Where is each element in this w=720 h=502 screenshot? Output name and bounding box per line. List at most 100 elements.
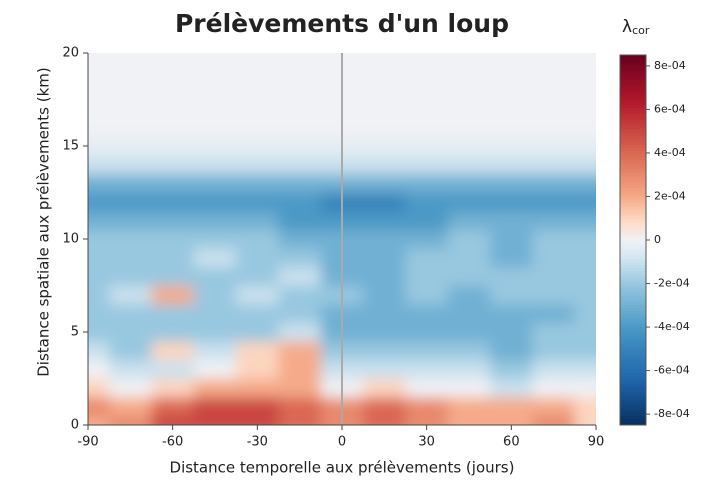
heatmap-cell <box>151 359 195 379</box>
heatmap-cell <box>363 266 406 286</box>
heatmap-cell <box>88 99 110 119</box>
colorbar-segment <box>620 147 646 151</box>
heatmap-cell <box>88 378 110 398</box>
colorbar-segment <box>620 283 646 287</box>
colorbar-segment <box>620 172 646 176</box>
heatmap-cell <box>447 155 491 175</box>
heatmap-cell <box>151 173 195 193</box>
colorbar-segment <box>620 243 646 247</box>
heatmap-cell <box>109 378 152 398</box>
colorbar-segment <box>620 310 646 315</box>
heatmap-cell <box>236 118 279 138</box>
heatmap-cell <box>574 173 596 193</box>
colorbar-segment <box>620 273 646 278</box>
heatmap-cell <box>490 118 533 138</box>
heatmap-cell <box>532 136 576 156</box>
heatmap-cell <box>236 173 279 193</box>
colorbar-segment <box>620 61 646 65</box>
heatmap-cell <box>532 322 576 342</box>
heatmap-cell <box>447 53 491 63</box>
heatmap-cell <box>490 341 533 361</box>
heatmap-cell <box>193 155 237 175</box>
heatmap-cell <box>236 99 279 119</box>
heatmap-cell <box>151 378 195 398</box>
y-tick-label: 0 <box>71 418 79 433</box>
colorbar-tick-label: -4e-04 <box>654 320 690 333</box>
x-tick-label: 90 <box>588 435 605 450</box>
heatmap-cell <box>151 80 195 100</box>
heatmap-cell <box>236 266 279 286</box>
colorbar-segment <box>620 400 646 404</box>
colorbar-segment <box>620 366 646 370</box>
heatmap-cell <box>151 211 195 231</box>
heatmap-cell <box>363 415 406 425</box>
heatmap-cell <box>278 266 322 286</box>
colorbar-segment <box>620 169 646 173</box>
heatmap-cell <box>236 304 279 324</box>
heatmap-cell <box>447 415 491 425</box>
heatmap-cell <box>278 378 322 398</box>
heatmap-cell <box>109 359 152 379</box>
colorbar-segment <box>620 264 646 269</box>
heatmap-cell <box>193 229 237 249</box>
heatmap-cell <box>278 173 322 193</box>
heatmap-cell <box>88 229 110 249</box>
colorbar-segment <box>620 209 646 213</box>
heatmap-cell <box>363 322 406 342</box>
heatmap-cell <box>193 285 237 305</box>
heatmap-cell <box>88 341 110 361</box>
heatmap-cell <box>363 53 406 63</box>
colorbar-segment <box>620 196 646 201</box>
heatmap-cell <box>193 415 237 425</box>
colorbar-segment <box>620 391 646 395</box>
colorbar-segment <box>620 224 646 229</box>
heatmap-cell <box>447 341 491 361</box>
heatmap-cell <box>151 248 195 268</box>
colorbar-segment <box>620 372 646 377</box>
colorbar-segment <box>620 240 646 244</box>
heatmap-cell <box>278 118 322 138</box>
colorbar-segment <box>620 206 646 210</box>
heatmap-cell <box>88 266 110 286</box>
colorbar-symbol: λ <box>622 17 632 37</box>
colorbar-segment <box>620 246 646 250</box>
heatmap-cell <box>447 99 491 119</box>
heatmap-cell <box>363 378 406 398</box>
heatmap-cell <box>363 341 406 361</box>
heatmap-cell <box>532 62 576 82</box>
heatmap-cell <box>574 99 596 119</box>
heatmap-cell <box>490 285 533 305</box>
heatmap-cell <box>447 248 491 268</box>
heatmap-cell <box>278 248 322 268</box>
heatmap-cell <box>236 229 279 249</box>
heatmap-cell <box>88 211 110 231</box>
heatmap-cell <box>278 62 322 82</box>
colorbar-segment <box>620 82 646 87</box>
x-axis-label: Distance temporelle aux prélèvements (jo… <box>170 459 515 477</box>
y-tick-label: 10 <box>62 232 79 247</box>
heatmap-cell <box>405 229 449 249</box>
heatmap-cell <box>193 304 237 324</box>
heatmap-cell <box>574 211 596 231</box>
colorbar-segment <box>620 233 646 238</box>
heatmap-cell <box>88 322 110 342</box>
colorbar-segment <box>620 338 646 343</box>
heatmap-cell <box>151 192 195 212</box>
heatmap-cell <box>278 155 322 175</box>
colorbar-segment <box>620 181 646 185</box>
heatmap-cell <box>151 266 195 286</box>
colorbar-segment <box>620 227 646 232</box>
heatmap-cell <box>574 266 596 286</box>
heatmap-cell <box>490 136 533 156</box>
colorbar-segment <box>620 144 646 148</box>
colorbar-segment <box>620 397 646 401</box>
heatmap-cell <box>109 322 152 342</box>
heatmap-cell <box>193 99 237 119</box>
heatmap-cell <box>88 285 110 305</box>
heatmap-cell <box>151 99 195 119</box>
colorbar-segment <box>620 193 646 198</box>
y-axis-label: Distance spatiale aux prélèvements (km) <box>35 67 53 377</box>
heatmap-cell <box>363 118 406 138</box>
heatmap-cell <box>278 53 322 63</box>
